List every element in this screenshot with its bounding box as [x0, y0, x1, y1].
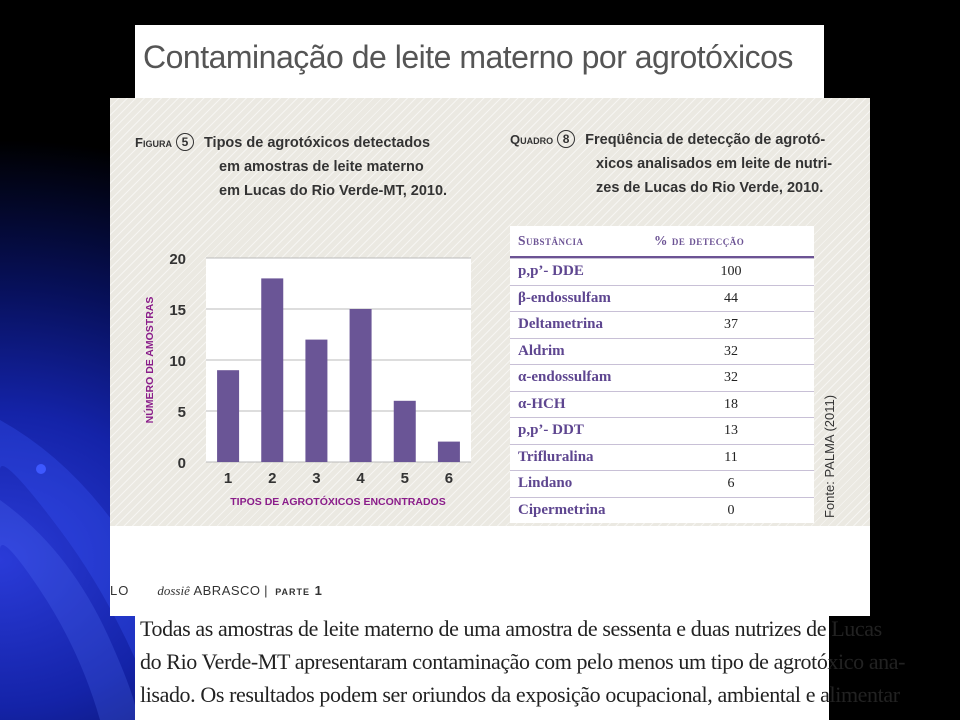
table-row: Aldrim 32 — [510, 337, 814, 366]
substance-cell: α-HCH — [518, 395, 566, 412]
table-row: Deltametrina 37 — [510, 311, 814, 339]
y-tick-label: 5 — [178, 404, 186, 421]
table-row: α-HCH 18 — [510, 390, 814, 419]
table-row: p,p’- DDE 100 — [510, 258, 814, 286]
bar — [349, 309, 372, 462]
substance-cell: Cipermetrina — [518, 501, 606, 518]
percent-cell: 32 — [724, 343, 738, 359]
quadro-caption-line: zes de Lucas do Rio Verde, 2010. — [596, 180, 824, 196]
body-line: Todas as amostras de leite materno de um… — [140, 616, 882, 641]
figure-number: 5 — [175, 133, 194, 151]
table-row: α-endossulfam 32 — [510, 364, 814, 392]
y-tick-label: 20 — [169, 251, 186, 268]
substance-cell: p,p’- DDE — [518, 263, 584, 279]
substance-cell: α-endossulfam — [518, 369, 612, 385]
page-footer: LO dossiê ABRASCO | parte 1 — [110, 583, 323, 599]
slide-title: Contaminação de leite materno por agrotó… — [143, 39, 793, 75]
y-axis-label: NÚMERO DE AMOSTRAS — [143, 297, 156, 424]
quadro-caption-line: xicos analisados em leite de nutri- — [596, 156, 833, 172]
percent-cell: 18 — [724, 396, 738, 412]
bullet-dot — [36, 464, 46, 474]
x-axis-label: TIPOS DE AGROTÓXICOS ENCONTRADOS — [230, 495, 445, 508]
figure-caption-line: Tipos de agrotóxicos detectados — [203, 135, 431, 151]
y-tick-label: 10 — [169, 353, 186, 370]
bar — [261, 278, 284, 462]
x-tick-label: 2 — [268, 470, 276, 487]
quadro-label: Quadro — [510, 132, 554, 147]
figure-label: Figura — [135, 135, 172, 150]
quadro-caption-line: Freqüência de detecção de agrotó- — [585, 132, 826, 148]
substance-cell: Lindano — [518, 475, 573, 491]
percent-cell: 32 — [724, 370, 738, 385]
x-tick-label: 4 — [356, 470, 365, 487]
y-tick-label: 0 — [178, 455, 186, 472]
bar — [393, 400, 416, 462]
table-row: p,p’- DDT 13 — [510, 417, 814, 445]
percent-cell: 0 — [727, 502, 735, 518]
figure-panel: Figura 5 Tipos de agrotóxicos detectados e… — [110, 98, 870, 526]
substance-cell: Deltametrina — [518, 316, 603, 332]
quadro-number: 8 — [557, 130, 576, 148]
y-tick-label: 15 — [169, 302, 186, 319]
percent-cell: 13 — [724, 423, 738, 438]
bar — [217, 370, 240, 462]
header-percent: % de detecção — [654, 233, 745, 248]
percent-cell: 100 — [720, 264, 742, 279]
footer-parte: parte 1 — [275, 583, 323, 598]
figure-caption-line: em amostras de leite materno — [219, 159, 424, 175]
substance-cell: p,p’- DDT — [518, 422, 584, 438]
substance-cell: Trifluralina — [518, 448, 594, 465]
body-line: do Rio Verde-MT apresentaram contaminaçã… — [140, 649, 906, 674]
figure-caption-line: em Lucas do Rio Verde-MT, 2010. — [219, 183, 448, 199]
x-tick-label: 6 — [445, 470, 453, 487]
bar — [437, 441, 460, 462]
percent-cell: 44 — [724, 290, 738, 306]
substance-cell: Aldrim — [518, 342, 565, 359]
footer-abrasco: ABRASCO — [193, 583, 261, 598]
x-tick-label: 3 — [312, 470, 320, 487]
table-row: Cipermetrina 0 — [510, 496, 814, 525]
x-tick-label: 5 — [401, 470, 409, 487]
percent-cell: 11 — [724, 449, 738, 465]
quadro-caption: Quadro 8 Freqüência de detecção de agrotó-… — [510, 128, 855, 200]
body-text-area — [135, 600, 829, 720]
body-line: lisado. Os resultados podem ser oriundos… — [140, 682, 900, 707]
table-row: Trifluralina 11 — [510, 443, 814, 472]
table-row: β-endossulfam 44 — [510, 284, 814, 313]
bar — [305, 339, 328, 462]
percent-cell: 37 — [724, 317, 738, 332]
title-band: Contaminação de leite materno por agrotó… — [135, 25, 824, 100]
footer-separator: | — [264, 583, 268, 598]
figure-caption: Figura 5 Tipos de agrotóxicos detectados e… — [135, 131, 495, 203]
footer-dossie: dossiê — [157, 583, 190, 598]
substance-cell: β-endossulfam — [518, 289, 611, 306]
source-note: Fonte: PALMA (2011) — [822, 394, 837, 518]
x-tick-label: 1 — [224, 470, 232, 487]
body-paragraph: Todas as amostras de leite materno de um… — [140, 612, 906, 711]
header-substance: Substância — [518, 233, 584, 248]
table-row: Lindano 6 — [510, 470, 814, 498]
percent-cell: 6 — [727, 476, 735, 491]
page-number: LO — [110, 583, 130, 598]
detection-table: Substância % de detecção p,p’- DDE 100 β-e… — [510, 226, 814, 523]
table-header: Substância % de detecção — [510, 226, 814, 258]
